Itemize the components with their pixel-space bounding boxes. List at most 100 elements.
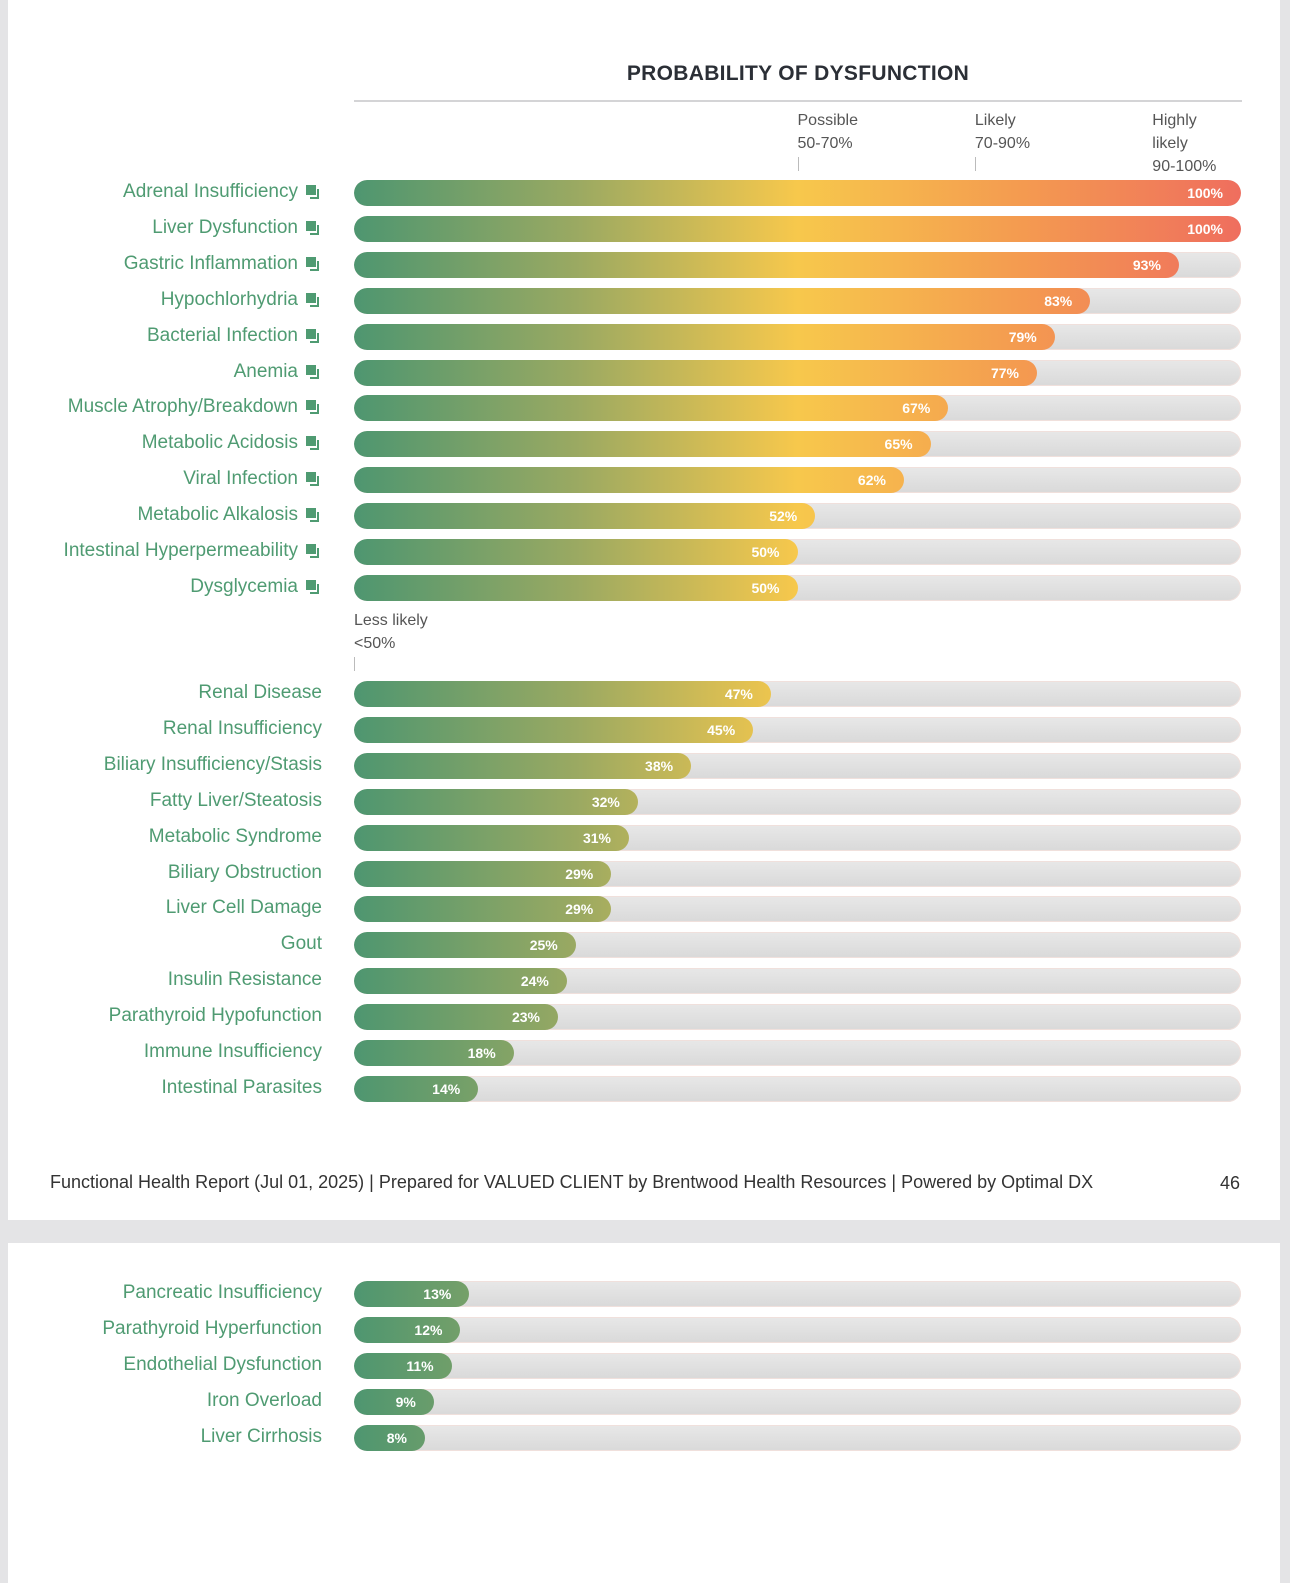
bar-row: Insulin Resistance 24% [8, 968, 1280, 995]
external-link-icon[interactable] [306, 472, 321, 487]
bar-fill [354, 287, 1091, 314]
bar-fill [354, 1388, 434, 1415]
bar-row: Renal Insufficiency 45% [8, 716, 1280, 743]
bar-fill [354, 1424, 425, 1451]
bar-row: Intestinal Hyperpermeability 50% [8, 539, 1280, 565]
report-page: PROBABILITY OF DYSFUNCTION Possible 50-70… [8, 0, 1280, 1220]
bar-row: Adrenal Insufficiency 100% [8, 180, 1280, 206]
bar-label[interactable]: Liver Dysfunction [152, 216, 298, 238]
bar-value: 62% [857, 472, 886, 489]
bar-label: Biliary Insufficiency/Stasis [103, 753, 322, 775]
bar-fill [354, 1040, 514, 1066]
external-link-icon[interactable] [306, 400, 321, 415]
bar-value: 8% [386, 1429, 407, 1446]
bar-row: Bacterial Infection 79% [8, 323, 1280, 350]
bar-label: Gout [280, 933, 322, 955]
bar-track: 67% [354, 395, 1241, 422]
bar-row: Biliary Insufficiency/Stasis 38% [8, 752, 1280, 779]
bar-fill [354, 251, 1179, 278]
bar-label[interactable]: Gastric Inflammation [123, 252, 298, 274]
external-link-icon[interactable] [306, 256, 321, 272]
zone-label-0: Possible 50-70% [798, 109, 858, 155]
bar-fill [354, 539, 798, 565]
bar-label[interactable]: Bacterial Infection [146, 324, 298, 346]
bar-label: Intestinal Parasites [161, 1076, 322, 1098]
zone-range: 90-100% [1152, 158, 1217, 175]
bar-label: Iron Overload [206, 1389, 322, 1411]
bar-label[interactable]: Hypochlorhydria [160, 288, 298, 310]
bar-row: Dysglycemia 50% [8, 574, 1280, 601]
bar-label: Pancreatic Insufficiency [122, 1282, 322, 1303]
external-link-icon[interactable] [306, 220, 321, 236]
bar-value: 100% [1187, 220, 1223, 237]
bar-label[interactable]: Adrenal Insufficiency [123, 181, 298, 202]
bar-row: Pancreatic Insufficiency 13% [8, 1281, 1280, 1307]
bar-fill [354, 503, 816, 530]
bar-label: Liver Cirrhosis [200, 1425, 322, 1447]
bar-value: 50% [751, 544, 780, 560]
bar-track: 9% [354, 1388, 1241, 1415]
bar-row: Liver Cirrhosis 8% [8, 1424, 1280, 1451]
zone-range: 70-90% [974, 135, 1031, 152]
bar-label: Endothelial Dysfunction [123, 1353, 322, 1375]
external-link-icon[interactable] [306, 292, 321, 308]
zone-name: Possible [797, 112, 858, 129]
bar-track: 62% [354, 467, 1241, 494]
bar-row: Viral Infection 62% [8, 467, 1280, 494]
external-link-icon[interactable] [306, 364, 321, 380]
bar-label[interactable]: Dysglycemia [190, 575, 298, 597]
bar-value: 24% [520, 973, 549, 990]
bar-track: 14% [354, 1075, 1241, 1102]
bar-label: Parathyroid Hypofunction [108, 1005, 322, 1027]
bar-label: Renal Disease [198, 682, 322, 703]
bar-value: 47% [724, 686, 753, 702]
bar-track: 100% [354, 215, 1241, 242]
bar-fill [354, 431, 931, 458]
external-link-icon[interactable] [306, 544, 321, 559]
bar-row: Gastric Inflammation 93% [8, 251, 1280, 278]
bar-label[interactable]: Muscle Atrophy/Breakdown [67, 396, 298, 418]
bar-label[interactable]: Metabolic Acidosis [141, 432, 298, 454]
bar-row: Intestinal Parasites 14% [8, 1075, 1280, 1102]
bar-track: 50% [354, 574, 1241, 601]
bar-label[interactable]: Viral Infection [183, 468, 298, 490]
chart-title: PROBABILITY OF DYSFUNCTION [626, 62, 970, 85]
bar-value: 52% [769, 508, 798, 525]
bar-label[interactable]: Anemia [233, 360, 298, 382]
title-divider [354, 100, 1242, 102]
bar-label: Metabolic Syndrome [148, 825, 322, 847]
bar-value: 31% [582, 829, 611, 846]
bar-row: Parathyroid Hypofunction 23% [8, 1004, 1280, 1031]
bar-label[interactable]: Intestinal Hyperpermeability [63, 540, 298, 561]
zone-tick [974, 157, 976, 171]
external-link-icon[interactable] [306, 508, 321, 523]
zone-name: Less likely [354, 612, 428, 629]
bar-value: 100% [1187, 185, 1223, 201]
bar-value: 25% [529, 937, 558, 954]
zone-name: Highly likely [1152, 112, 1197, 152]
bar-value: 18% [467, 1045, 496, 1061]
bar-value: 79% [1008, 328, 1037, 345]
external-link-icon[interactable] [306, 185, 321, 200]
bar-fill [354, 896, 612, 923]
bar-value: 12% [414, 1321, 443, 1338]
bar-value: 83% [1044, 292, 1073, 309]
bar-fill [354, 860, 612, 887]
bar-track: 13% [354, 1281, 1241, 1307]
bar-fill [354, 932, 576, 959]
bar-fill [354, 574, 798, 601]
report-page-2: Pancreatic Insufficiency 13% Parathyroid H… [8, 1243, 1280, 1583]
bar-fill [354, 681, 771, 707]
external-link-icon[interactable] [306, 436, 321, 451]
bar-row: Immune Insufficiency 18% [8, 1040, 1280, 1066]
bar-label[interactable]: Metabolic Alkalosis [137, 504, 298, 526]
zone-tick [354, 657, 355, 671]
bar-track: 77% [354, 359, 1241, 386]
bar-track: 24% [354, 968, 1241, 995]
zone-label-less-likely: Less likely <50% [354, 609, 428, 655]
bar-track: 29% [354, 860, 1241, 887]
external-link-icon[interactable] [306, 328, 321, 344]
bar-fill [354, 395, 949, 422]
bar-track: 25% [354, 932, 1241, 959]
external-link-icon[interactable] [306, 579, 321, 595]
